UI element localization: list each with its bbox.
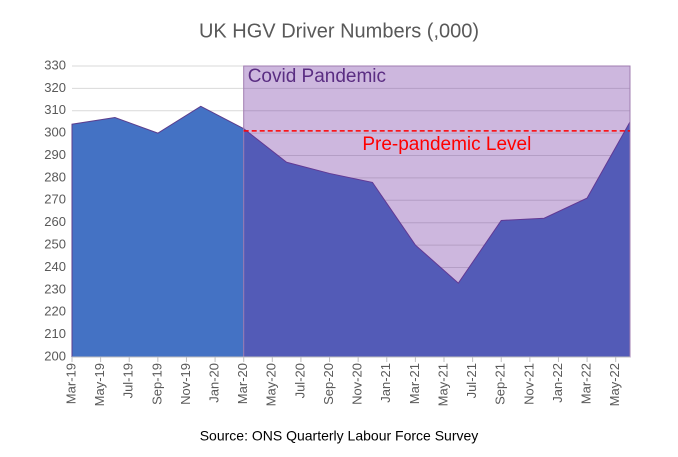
y-tick-label: 280 [44,169,66,184]
y-tick-label: 270 [44,192,66,207]
x-tick-label: Sep-21 [493,363,508,405]
source-note: Source: ONS Quarterly Labour Force Surve… [200,428,479,444]
x-tick-label: Jan-22 [550,363,565,403]
x-tick-label: Jul-20 [292,363,307,398]
x-tick-label: Jan-20 [207,363,222,403]
x-tick-label: May-20 [264,363,279,406]
y-tick-label: 210 [44,326,66,341]
x-tick-label: Mar-22 [579,363,594,404]
shaded-region [243,65,631,358]
x-tick-label: Nov-21 [521,363,536,405]
y-tick-label: 240 [44,259,66,274]
x-tick-label: Nov-19 [178,363,193,405]
x-tick-label: Jul-19 [121,363,136,398]
y-tick-label: 320 [44,80,66,95]
x-tick-label: Jan-21 [378,363,393,403]
y-tick-label: 250 [44,237,66,252]
x-tick-label: Sep-19 [149,363,164,405]
y-tick-label: 300 [44,125,66,140]
x-tick-label: May-22 [607,363,622,406]
reference-label: Pre-pandemic Level [362,134,531,155]
y-tick-label: 260 [44,214,66,229]
region-label: Covid Pandemic [248,66,386,87]
y-tick-label: 220 [44,304,66,319]
x-tick-label: Sep-20 [321,363,336,405]
area [71,105,631,358]
y-tick-label: 310 [44,102,66,117]
x-tick-label: Jul-21 [464,363,479,398]
y-tick-label: 330 [44,57,66,72]
y-tick-label: 200 [44,348,66,363]
x-tick-label: May-21 [435,363,450,406]
y-tick-label: 290 [44,147,66,162]
x-tick-label: May-19 [92,363,107,406]
x-tick-label: Mar-19 [63,363,78,404]
x-tick-label: Mar-21 [407,363,422,404]
chart-title: UK HGV Driver Numbers (,000) [199,20,479,42]
x-tick-label: Mar-20 [235,363,250,404]
x-tick-label: Nov-20 [350,363,365,405]
y-tick-label: 230 [44,281,66,296]
